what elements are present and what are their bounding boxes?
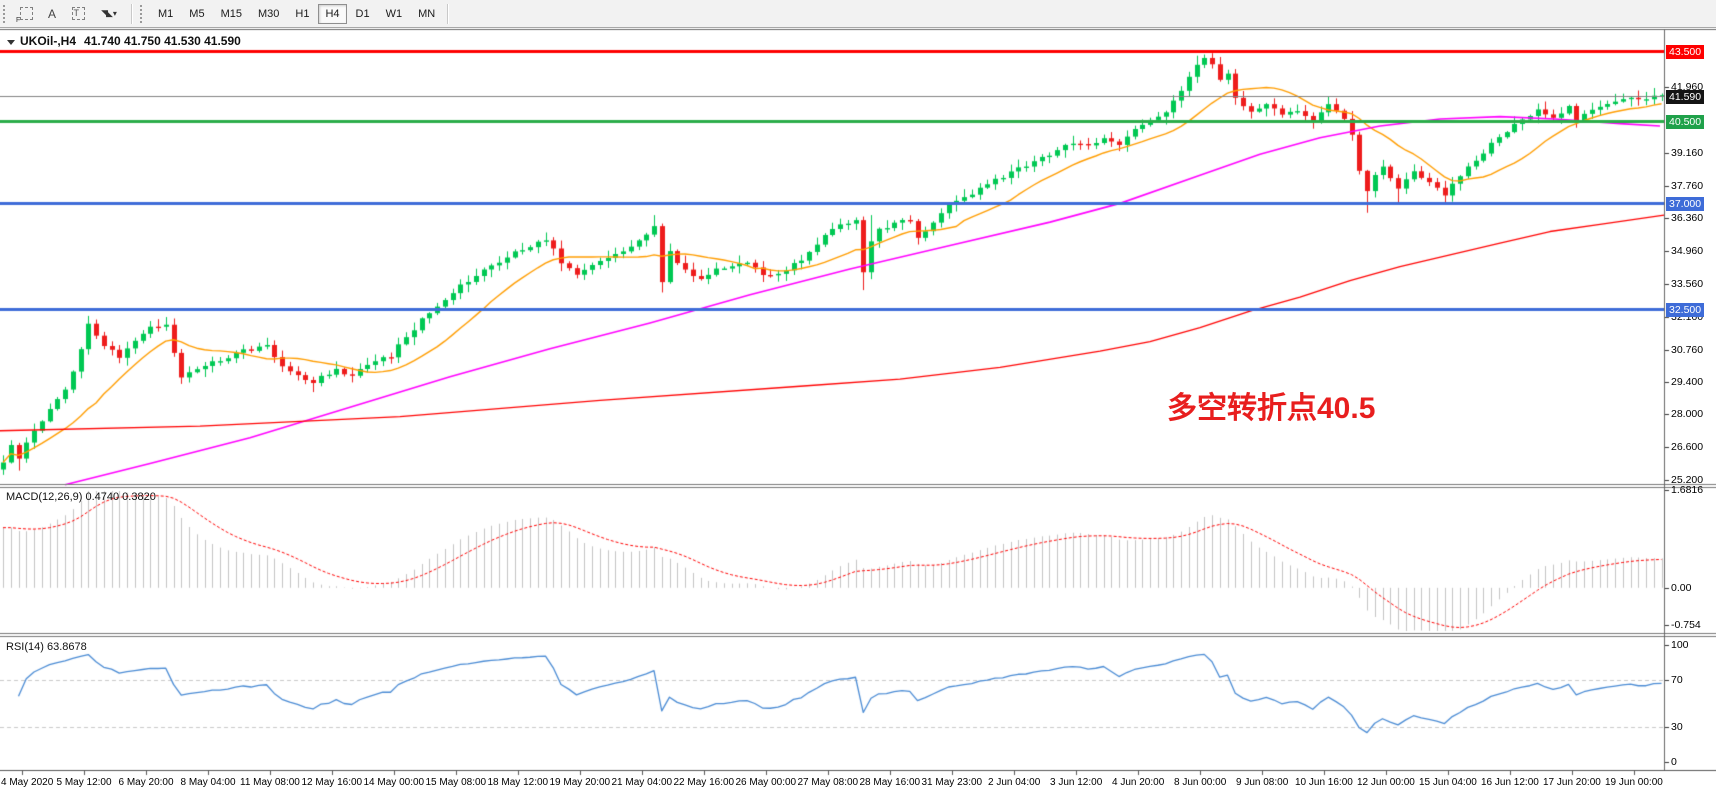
toolbar-separator xyxy=(447,3,450,24)
toolbar-grip[interactable] xyxy=(3,4,9,23)
top-toolbar: F A T ◥◣ ▾ M1 M5 M15 M30 H1 H4 D1 W1 MN xyxy=(0,0,1716,28)
crosshair-grid-icon[interactable]: F xyxy=(14,4,38,24)
timeframe-button-h4[interactable]: H4 xyxy=(318,3,347,24)
timeframe-button-m5[interactable]: M5 xyxy=(182,4,211,24)
timeframe-button-w1[interactable]: W1 xyxy=(379,4,410,24)
grid-box-glyph xyxy=(19,7,33,20)
chevron-down-icon[interactable]: ▾ xyxy=(112,9,117,18)
timeframe-button-m30[interactable]: M30 xyxy=(251,4,286,24)
timeframe-button-d1[interactable]: D1 xyxy=(349,4,377,24)
text-label-icon[interactable]: T xyxy=(66,4,90,24)
grid-box-letter: F xyxy=(16,16,21,24)
chart-title[interactable]: UKOil-,H4 41.740 41.750 41.530 41.590 xyxy=(7,34,241,48)
toolbar-grip[interactable] xyxy=(140,4,146,23)
rsi-indicator-label: RSI(14) 63.8678 xyxy=(6,641,87,653)
symbol-period-label: UKOil-,H4 xyxy=(20,34,77,48)
timeframe-button-m15[interactable]: M15 xyxy=(214,4,249,24)
timeframe-button-m1[interactable]: M1 xyxy=(151,4,180,24)
timeframe-button-mn[interactable]: MN xyxy=(411,4,442,24)
label-box-letter: T xyxy=(73,8,80,18)
text-a-icon[interactable]: A xyxy=(47,6,56,21)
toolbar-separator xyxy=(131,3,133,24)
chart-text-annotation[interactable]: 多空转折点40.5 xyxy=(1167,392,1376,425)
macd-indicator-label: MACD(12,26,9) 0.4740 0.3820 xyxy=(6,491,156,503)
symbol-dropdown-icon[interactable] xyxy=(7,40,15,45)
timeframe-button-h1[interactable]: H1 xyxy=(288,4,316,24)
arrows-icon[interactable]: ◥◣ ▾ xyxy=(101,8,117,18)
ohlc-values: 41.740 41.750 41.530 41.590 xyxy=(84,34,241,48)
